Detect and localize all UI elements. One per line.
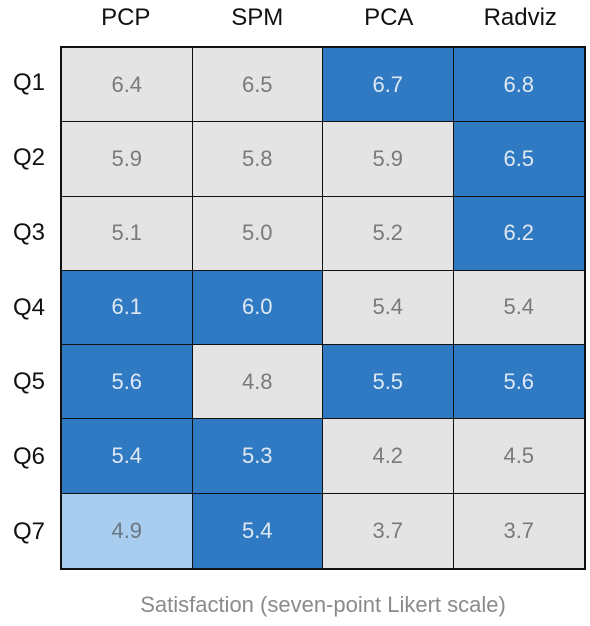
cell-q5-radviz: 5.6 <box>453 345 584 420</box>
column-header-pca: PCA <box>364 4 414 31</box>
cell-q1-pcp: 6.4 <box>62 48 193 123</box>
column-header-pcp: PCP <box>101 4 151 31</box>
cell-q6-pca: 4.2 <box>323 419 454 494</box>
cell-q4-radviz: 5.4 <box>453 270 584 346</box>
row-header-q1: Q1 <box>12 69 45 96</box>
row-header-q5: Q5 <box>12 368 45 396</box>
cell-q3-pcp: 5.1 <box>62 196 193 271</box>
cell-q7-pcp: 4.9 <box>62 493 193 568</box>
cell-q4-pca: 5.4 <box>323 270 454 346</box>
chart-caption: Satisfaction (seven-point Likert scale) <box>140 592 506 617</box>
cell-q5-spm: 4.8 <box>192 345 323 420</box>
cell-q7-spm: 5.4 <box>192 493 323 568</box>
cell-q7-pca: 3.7 <box>323 493 454 568</box>
cell-q3-radviz: 6.2 <box>453 196 584 271</box>
cell-q2-pcp: 5.9 <box>62 122 193 197</box>
cell-q6-radviz: 4.5 <box>453 419 584 494</box>
cell-q1-radviz: 6.8 <box>453 48 584 123</box>
cell-q5-pcp: 5.6 <box>62 345 193 420</box>
column-header-radviz: Radviz <box>483 4 557 31</box>
cell-q3-pca: 5.2 <box>323 196 454 271</box>
cell-q2-spm: 5.8 <box>192 122 323 197</box>
cell-q4-spm: 6.0 <box>192 270 323 346</box>
cell-q1-pca: 6.7 <box>323 48 454 123</box>
cell-q6-pcp: 5.4 <box>62 419 193 494</box>
cell-q7-radviz: 3.7 <box>453 493 584 568</box>
row-header-q2: Q2 <box>12 143 45 171</box>
cell-q1-spm: 6.5 <box>192 48 323 123</box>
cell-q3-spm: 5.0 <box>192 196 323 271</box>
cell-q2-pca: 5.9 <box>323 122 454 197</box>
cell-q5-pca: 5.5 <box>323 345 454 420</box>
row-header-q4: Q4 <box>12 293 45 321</box>
row-header-q6: Q6 <box>12 443 45 471</box>
column-header-spm: SPM <box>231 4 284 31</box>
cell-q4-pcp: 6.1 <box>62 270 193 346</box>
row-header-q7: Q7 <box>12 518 45 546</box>
heatmap-grid: 6.4 6.5 6.7 6.8 5.9 5.8 5.9 6.5 5.1 5.0 5.2 6.2 6.1 6… <box>60 46 586 570</box>
cell-q6-spm: 5.3 <box>192 419 323 494</box>
cell-q2-radviz: 6.5 <box>453 122 584 197</box>
row-header-q3: Q3 <box>12 218 45 246</box>
